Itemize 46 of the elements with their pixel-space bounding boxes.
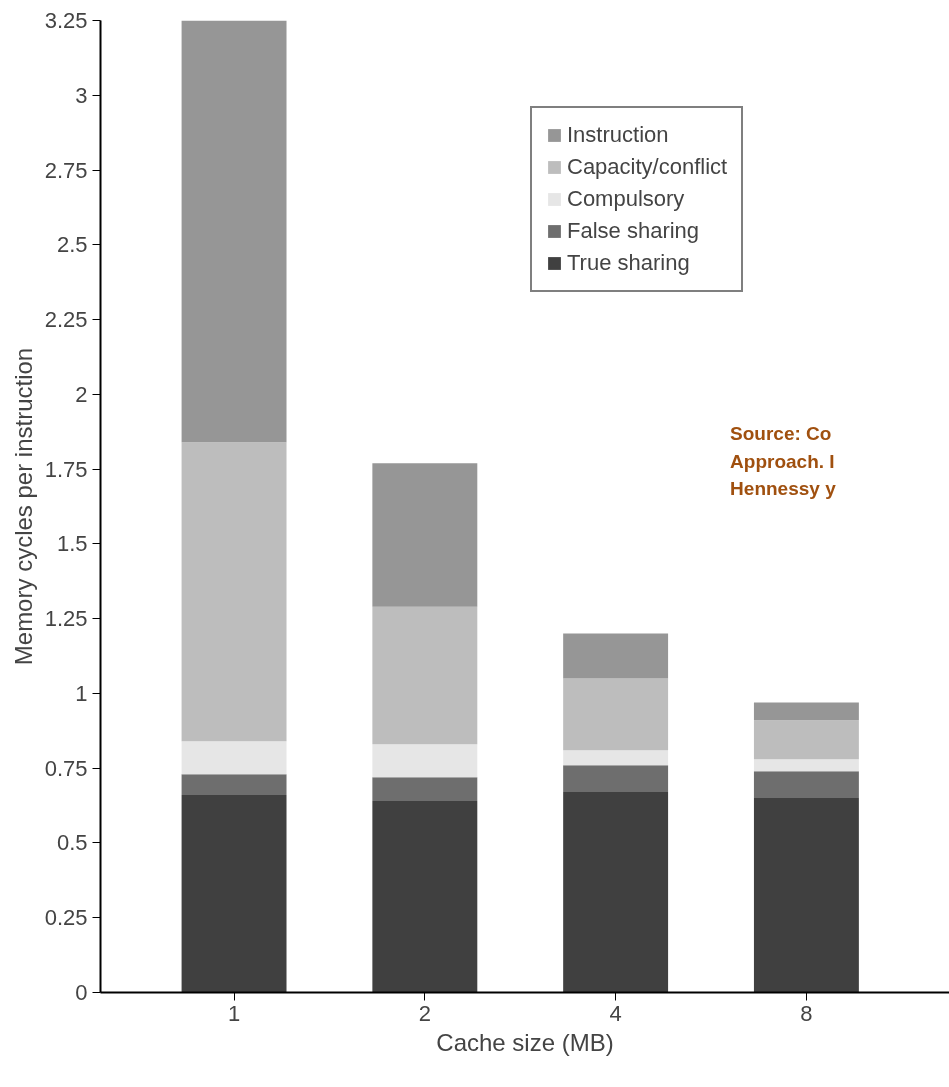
annotation: Source: Co Approach. I Hennessy y [730, 423, 837, 500]
bar [372, 744, 478, 778]
bar [753, 798, 859, 993]
y-tick-label: 2.75 [44, 157, 88, 183]
x-tick-label: 4 [609, 1000, 622, 1026]
y-tick-label: 0.25 [44, 905, 88, 931]
y-tick-label: 1 [75, 680, 88, 706]
bar [563, 678, 669, 751]
legend-label: Compulsory [567, 186, 685, 212]
bar [372, 801, 478, 993]
bar [563, 792, 669, 993]
bar [753, 720, 859, 760]
y-tick-label: 3 [75, 82, 88, 108]
y-tick-label: 2 [75, 381, 88, 407]
x-tick-label: 1 [227, 1000, 241, 1026]
bar [372, 463, 478, 607]
bar [753, 771, 859, 799]
bar [563, 750, 669, 766]
y-tick-label: 1.25 [44, 606, 88, 632]
y-tick-label: 0.5 [56, 830, 88, 856]
legend-label: Capacity/conflict [567, 154, 728, 180]
bar [181, 741, 287, 775]
bar [372, 606, 478, 745]
x-axis-title: Cache size (MB) [436, 1028, 614, 1056]
legend-label: False sharing [567, 218, 700, 244]
legend-label: Instruction [567, 122, 669, 148]
bar [181, 795, 287, 993]
y-tick-label: 0 [75, 980, 88, 1005]
y-axis-title: Memory cycles per instruction [9, 347, 37, 666]
y-tick-label: 3.25 [44, 8, 88, 33]
x-tick-label: 8 [800, 1000, 813, 1026]
y-tick-label: 2.25 [44, 307, 88, 333]
bar [181, 774, 287, 796]
bar [181, 442, 287, 742]
bar [753, 759, 859, 772]
x-tick-label: 2 [418, 1000, 431, 1026]
bar [753, 702, 859, 721]
y-tick-label: 1.5 [56, 531, 88, 557]
bar [372, 777, 478, 802]
bar [181, 20, 287, 443]
bar [563, 765, 669, 793]
bar [563, 633, 669, 679]
legend-label: True sharing [567, 250, 690, 276]
y-tick-label: 1.75 [44, 456, 88, 482]
y-tick-label: 0.75 [44, 755, 88, 781]
y-tick-label: 2.5 [56, 232, 88, 258]
